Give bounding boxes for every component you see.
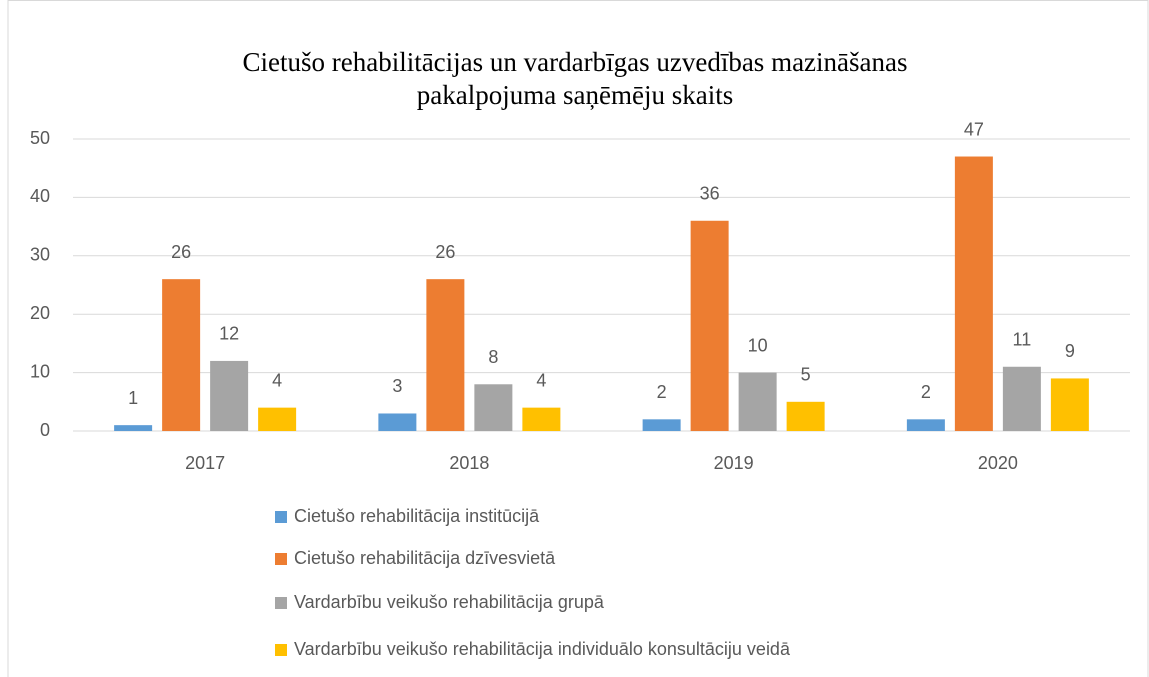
legend-swatch xyxy=(275,644,287,656)
legend-swatch xyxy=(275,597,287,609)
data-label: 26 xyxy=(171,242,191,262)
bar xyxy=(258,407,297,431)
data-label: 10 xyxy=(748,335,768,355)
bar xyxy=(210,360,249,431)
bar xyxy=(522,407,561,431)
data-label: 4 xyxy=(536,370,546,390)
bar xyxy=(738,372,777,431)
legend-swatch xyxy=(275,553,287,565)
chart-frame xyxy=(7,0,1149,677)
y-tick-label: 0 xyxy=(40,420,50,440)
chart-title: pakalpojuma saņēmēju skaits xyxy=(417,80,733,110)
data-label: 26 xyxy=(435,242,455,262)
legend-label: Cietušo rehabilitācija dzīvesvietā xyxy=(294,548,556,568)
data-label: 1 xyxy=(128,388,138,408)
data-label: 8 xyxy=(488,347,498,367)
bar xyxy=(642,419,681,431)
legend-label: Vardarbību veikušo rehabilitācija indivi… xyxy=(294,639,791,659)
bar xyxy=(1050,378,1089,431)
bar xyxy=(378,413,417,431)
y-tick-label: 40 xyxy=(30,186,50,206)
y-tick-label: 50 xyxy=(30,128,50,148)
bar xyxy=(1002,366,1041,431)
data-label: 47 xyxy=(964,119,984,139)
data-label: 9 xyxy=(1065,341,1075,361)
bar xyxy=(786,401,825,431)
bar xyxy=(690,220,729,431)
legend-label: Vardarbību veikušo rehabilitācija grupā xyxy=(294,592,605,612)
bar xyxy=(906,419,945,431)
bar xyxy=(474,384,513,431)
legend-label: Cietušo rehabilitācija institūcijā xyxy=(294,506,540,526)
data-label: 3 xyxy=(392,376,402,396)
bar xyxy=(426,279,465,431)
y-tick-label: 20 xyxy=(30,303,50,323)
bar xyxy=(114,425,153,431)
y-tick-label: 10 xyxy=(30,361,50,381)
data-label: 11 xyxy=(1013,330,1032,350)
x-tick-label: 2020 xyxy=(978,453,1018,473)
x-tick-label: 2019 xyxy=(714,453,754,473)
legend-swatch xyxy=(275,511,287,523)
bar xyxy=(162,279,201,431)
y-tick-label: 30 xyxy=(30,245,50,265)
data-label: 5 xyxy=(801,365,811,385)
x-tick-label: 2017 xyxy=(185,453,225,473)
data-label: 12 xyxy=(219,324,239,344)
data-label: 36 xyxy=(700,184,720,204)
bar xyxy=(954,156,993,431)
x-tick-label: 2018 xyxy=(449,453,489,473)
data-label: 2 xyxy=(921,382,931,402)
data-label: 4 xyxy=(272,370,282,390)
data-label: 2 xyxy=(657,382,667,402)
chart-title: Cietušo rehabilitācijas un vardarbīgas u… xyxy=(242,47,907,77)
